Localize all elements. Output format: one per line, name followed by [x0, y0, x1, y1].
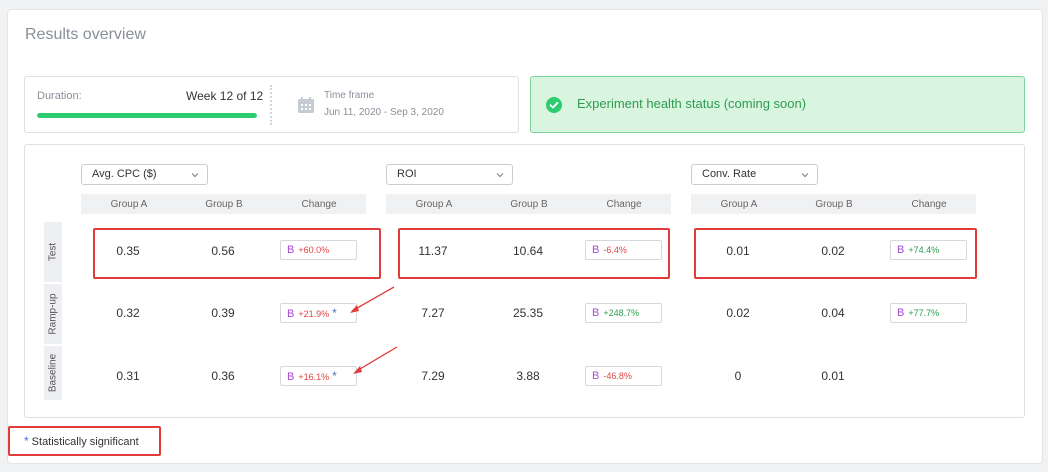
metric-select-roi[interactable]: ROI — [386, 164, 513, 185]
column-group-a: Group A — [720, 199, 758, 210]
duration-value: Week 12 of 12 — [186, 89, 264, 103]
cell-group-b: 0.36 — [211, 369, 235, 383]
divider — [270, 85, 272, 125]
variant-badge: B — [592, 307, 600, 319]
highlight-box — [694, 228, 977, 279]
cell-group-a: 0.35 — [116, 244, 140, 258]
column-group-b: Group B — [205, 199, 243, 210]
change-value: +60.0% — [298, 245, 330, 255]
timeframe-label: Time frame — [324, 90, 375, 101]
column-header-roi: Group A Group B Change — [386, 194, 671, 214]
significance-star: * — [24, 434, 29, 448]
variant-badge: B — [897, 244, 905, 256]
row-label-text: Test — [47, 242, 59, 262]
column-group-a: Group A — [110, 199, 148, 210]
highlight-box — [398, 228, 670, 279]
column-group-b: Group B — [815, 199, 853, 210]
change-value: +77.7% — [908, 308, 940, 318]
row-label-test: Test — [44, 222, 62, 282]
cell-group-a: 0.02 — [726, 306, 750, 320]
change-badge: B +77.7% — [890, 303, 967, 323]
change-value: +74.4% — [908, 245, 940, 255]
cell-group-a: 7.27 — [421, 306, 445, 320]
change-badge: B +74.4% — [890, 240, 967, 260]
variant-badge: B — [592, 370, 600, 382]
metric-select-avg-cpc[interactable]: Avg. CPC ($) — [81, 164, 208, 185]
cell-group-a: 0 — [734, 369, 742, 383]
change-badge: B +16.1% * — [280, 366, 357, 386]
cell-group-a: 0.01 — [726, 244, 750, 258]
cell-group-a: 7.29 — [421, 369, 445, 383]
change-value: -6.4% — [603, 245, 627, 255]
cell-group-b: 0.01 — [821, 369, 845, 383]
metric-select-label: ROI — [397, 168, 417, 180]
row-label-ramp-up: Ramp-up — [44, 284, 62, 344]
highlight-box — [8, 426, 161, 456]
cell-group-b: 3.88 — [516, 369, 540, 383]
column-header-conv-rate: Group A Group B Change — [691, 194, 976, 214]
cell-group-b: 0.04 — [821, 306, 845, 320]
metric-select-label: Avg. CPC ($) — [92, 168, 157, 180]
cell-group-a: 0.31 — [116, 369, 140, 383]
variant-badge: B — [592, 244, 600, 256]
variant-badge: B — [287, 244, 295, 256]
cell-group-b: 10.64 — [512, 244, 544, 258]
duration-progress — [37, 113, 257, 118]
cell-group-b: 0.39 — [211, 306, 235, 320]
column-change: Change — [301, 199, 337, 210]
check-circle-icon — [546, 97, 562, 113]
duration-label: Duration: — [37, 90, 82, 102]
metric-select-label: Conv. Rate — [702, 168, 757, 180]
health-status-text: Experiment health status (coming soon) — [577, 96, 807, 111]
chevron-down-icon — [191, 173, 199, 178]
cell-group-b: 25.35 — [512, 306, 544, 320]
cell-group-b: 0.02 — [821, 244, 845, 258]
column-group-a: Group A — [415, 199, 453, 210]
column-group-b: Group B — [510, 199, 548, 210]
variant-badge: B — [287, 308, 295, 320]
duration-panel: Duration: Week 12 of 12 Time frame Jun 1… — [24, 76, 519, 133]
significance-star: * — [332, 369, 337, 383]
significance-legend: * Statistically significant — [24, 434, 139, 448]
change-badge: B +21.9% * — [280, 303, 357, 323]
results-table — [24, 144, 1025, 418]
change-badge: B +60.0% — [280, 240, 357, 260]
variant-badge: B — [287, 371, 295, 383]
cell-group-a: 11.37 — [418, 244, 448, 258]
column-change: Change — [606, 199, 642, 210]
calendar-icon — [298, 97, 314, 113]
change-value: +248.7% — [603, 308, 640, 318]
health-status-panel: Experiment health status (coming soon) — [530, 76, 1025, 133]
cell-group-b: 0.56 — [211, 244, 235, 258]
change-value: -46.8% — [603, 371, 632, 381]
page-title: Results overview — [25, 26, 146, 43]
row-label-baseline: Baseline — [44, 346, 62, 400]
highlight-box — [93, 228, 381, 279]
legend-text: Statistically significant — [31, 436, 139, 448]
chevron-down-icon — [801, 173, 809, 178]
row-label-text: Baseline — [47, 353, 59, 393]
cell-group-a: 0.32 — [116, 306, 140, 320]
metric-select-conv-rate[interactable]: Conv. Rate — [691, 164, 818, 185]
change-value: +16.1% — [298, 372, 330, 382]
change-value: +21.9% — [298, 309, 330, 319]
column-header-avg-cpc: Group A Group B Change — [81, 194, 366, 214]
variant-badge: B — [897, 307, 905, 319]
change-badge: B -6.4% — [585, 240, 662, 260]
chevron-down-icon — [496, 173, 504, 178]
duration-progress-fill — [37, 113, 257, 118]
significance-star: * — [332, 306, 337, 320]
change-badge: B -46.8% — [585, 366, 662, 386]
column-change: Change — [911, 199, 947, 210]
change-badge: B +248.7% — [585, 303, 662, 323]
row-label-text: Ramp-up — [47, 293, 59, 335]
timeframe-value: Jun 11, 2020 - Sep 3, 2020 — [324, 107, 444, 118]
